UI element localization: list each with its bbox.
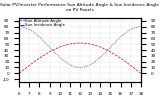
Text: Solar PV/Inverter Performance Sun Altitude Angle & Sun Incidence Angle on PV Pan: Solar PV/Inverter Performance Sun Altitu… bbox=[0, 3, 160, 12]
Legend: Sun Altitude Angle, Sun Incidence Angle: Sun Altitude Angle, Sun Incidence Angle bbox=[20, 19, 65, 27]
